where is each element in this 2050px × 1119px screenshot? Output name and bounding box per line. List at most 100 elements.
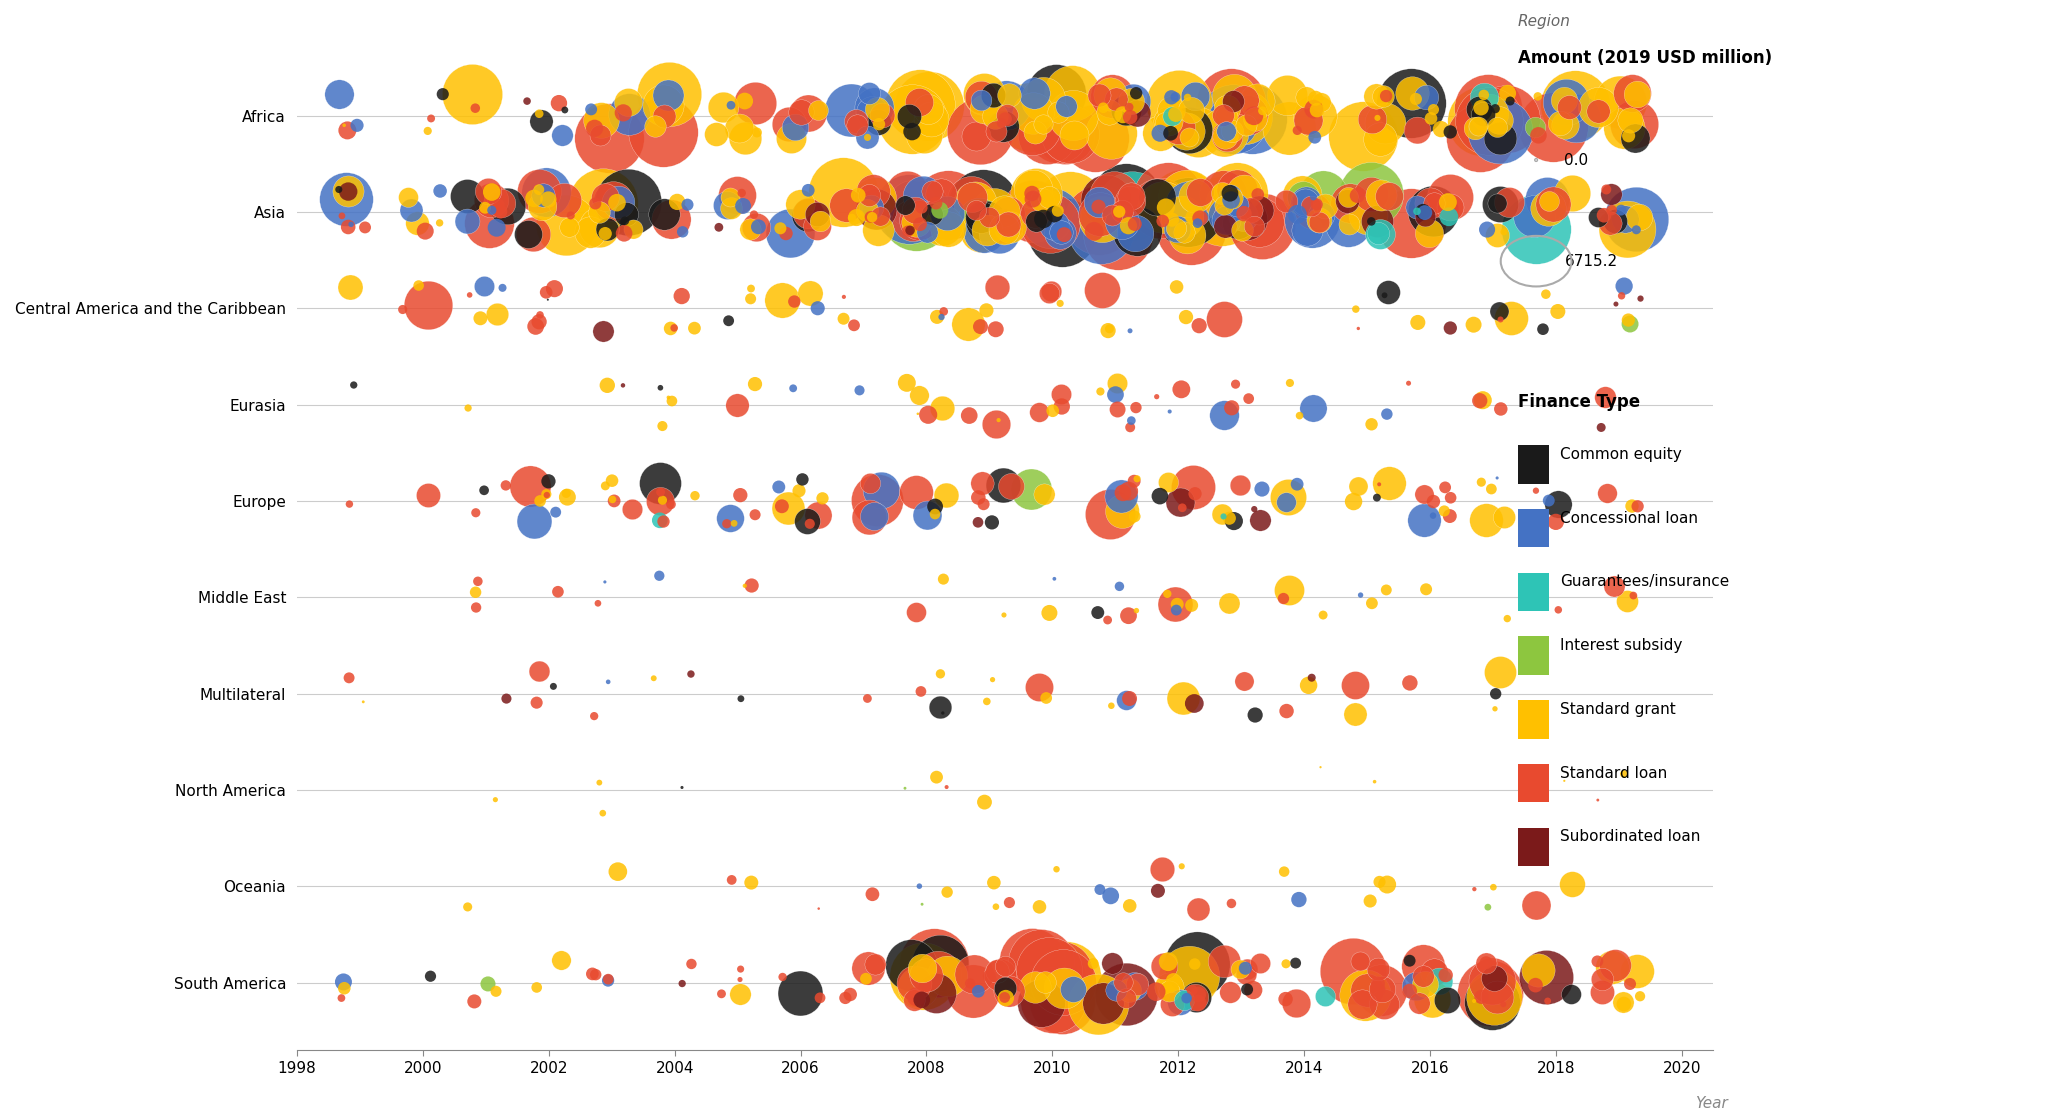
Point	[646, 96, 679, 114]
Point	[599, 492, 631, 510]
Point	[1603, 93, 1636, 111]
Point	[1117, 977, 1150, 995]
Point	[1400, 198, 1433, 216]
Point	[959, 194, 992, 211]
Point	[574, 101, 607, 119]
Text: 0.0: 0.0	[1564, 152, 1589, 168]
Point	[1152, 952, 1185, 970]
Point	[1488, 508, 1521, 526]
Point	[1482, 111, 1515, 129]
Point	[1205, 203, 1238, 220]
Point	[554, 207, 586, 225]
Point	[1400, 977, 1433, 995]
Point	[902, 405, 935, 423]
Point	[482, 304, 515, 322]
Point	[857, 97, 890, 115]
Text: Common equity: Common equity	[1560, 446, 1681, 462]
Point	[1351, 206, 1384, 224]
Point	[1587, 982, 1620, 1000]
Point	[1158, 595, 1191, 613]
Point	[656, 210, 689, 228]
Point	[1484, 311, 1517, 329]
Point	[1160, 278, 1193, 295]
Point	[1410, 581, 1443, 599]
Point	[1236, 110, 1269, 128]
Point	[851, 959, 884, 977]
Point	[523, 182, 556, 200]
Point	[1306, 606, 1339, 624]
Point	[1179, 988, 1212, 1006]
Point	[392, 188, 424, 206]
Point	[1230, 116, 1263, 134]
Point	[961, 514, 994, 532]
Point	[970, 211, 1002, 229]
Point	[523, 105, 556, 123]
Point	[1548, 772, 1581, 790]
Point	[1150, 585, 1183, 603]
Point	[1292, 111, 1324, 129]
Point	[1113, 689, 1146, 707]
Point	[992, 215, 1025, 233]
Point	[1470, 955, 1503, 972]
Point	[1359, 87, 1392, 105]
Point	[607, 376, 640, 394]
Point	[1041, 103, 1074, 121]
Point	[843, 382, 875, 399]
Point	[922, 201, 955, 219]
Point	[1109, 692, 1142, 709]
Point	[459, 504, 492, 521]
Text: Year: Year	[1695, 1096, 1728, 1111]
Point	[1339, 300, 1371, 318]
Point	[1099, 981, 1132, 999]
Point	[539, 504, 572, 521]
Point	[1119, 508, 1152, 526]
Point	[1121, 104, 1154, 122]
Point	[1023, 678, 1056, 696]
Point	[892, 223, 925, 241]
Point	[769, 225, 802, 243]
Point	[966, 473, 998, 491]
Point	[1560, 110, 1593, 128]
Point	[1267, 590, 1300, 608]
Point	[1183, 184, 1216, 201]
Point	[1341, 187, 1374, 205]
Point	[1035, 990, 1068, 1008]
Point	[1154, 403, 1187, 421]
Point	[1613, 975, 1646, 993]
Text: Interest subsidy: Interest subsidy	[1560, 638, 1683, 653]
Point	[1216, 189, 1248, 207]
Point	[660, 192, 693, 210]
Point	[925, 665, 957, 683]
Point	[1470, 953, 1503, 971]
Point	[1105, 213, 1138, 231]
Point	[1433, 188, 1466, 206]
Text: Amount (2019 USD million): Amount (2019 USD million)	[1517, 49, 1771, 67]
Point	[990, 106, 1023, 124]
Point	[1330, 188, 1363, 206]
Point	[1146, 198, 1179, 216]
Point	[1214, 187, 1246, 205]
Point	[892, 200, 925, 218]
Point	[609, 205, 642, 223]
Point	[638, 669, 670, 687]
Point	[1371, 474, 1404, 492]
Point	[1216, 122, 1248, 140]
Point	[1181, 123, 1214, 141]
Point	[1587, 970, 1620, 988]
Point	[918, 498, 951, 516]
Point	[1343, 952, 1376, 970]
Point	[1304, 206, 1337, 224]
Point	[1349, 987, 1382, 1005]
Point	[902, 877, 935, 895]
Point	[1207, 196, 1240, 214]
Point	[861, 491, 894, 509]
Point	[1111, 101, 1144, 119]
Point	[1121, 222, 1154, 239]
Point	[463, 309, 496, 327]
Point	[1214, 206, 1246, 224]
Point	[1367, 286, 1400, 304]
Point	[1400, 90, 1433, 107]
Point	[927, 302, 959, 320]
Point	[590, 220, 623, 238]
Point	[1476, 972, 1509, 990]
